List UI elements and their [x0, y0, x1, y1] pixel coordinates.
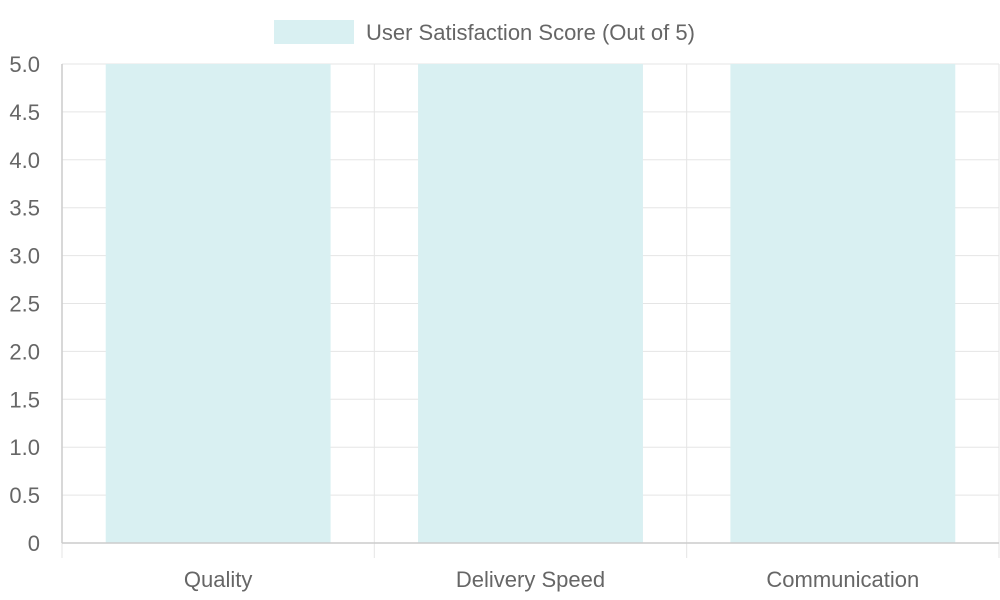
legend-swatch: [274, 20, 354, 44]
y-tick-label: 1.5: [9, 387, 40, 412]
y-tick-label: 3.0: [9, 244, 40, 269]
y-tick-label: 4.5: [9, 100, 40, 125]
legend-label: User Satisfaction Score (Out of 5): [366, 20, 695, 45]
y-tick-label: 4.0: [9, 148, 40, 173]
x-tick-label: Delivery Speed: [456, 567, 605, 592]
legend[interactable]: User Satisfaction Score (Out of 5): [274, 20, 695, 45]
axes: [61, 64, 999, 544]
y-tick-label: 2.0: [9, 339, 40, 364]
bars: [105, 64, 956, 543]
y-tick-label: 0: [28, 531, 40, 556]
y-tick-label: 2.5: [9, 292, 40, 317]
y-tick-label: 5.0: [9, 52, 40, 77]
x-tick-label: Quality: [184, 567, 252, 592]
y-tick-label: 0.5: [9, 483, 40, 508]
y-axis-tick-labels: 0 0.5 1.0 1.5 2.0 2.5 3.0 3.5 4.0 4.5 5.0: [9, 52, 40, 556]
bar-delivery-speed[interactable]: [418, 64, 643, 543]
bar-communication[interactable]: [730, 64, 956, 543]
x-tick-label: Communication: [766, 567, 919, 592]
y-tick-label: 3.5: [9, 196, 40, 221]
bar-quality[interactable]: [105, 64, 331, 543]
x-axis-tick-labels: Quality Delivery Speed Communication: [184, 567, 919, 592]
y-tick-label: 1.0: [9, 435, 40, 460]
